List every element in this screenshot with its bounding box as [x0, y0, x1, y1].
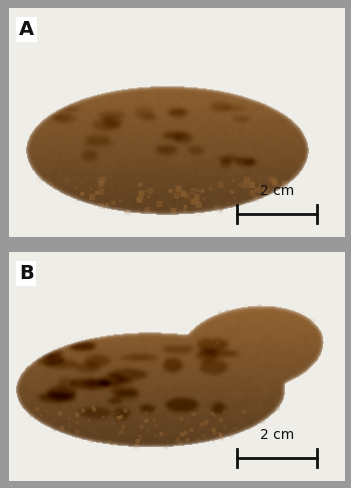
- Text: 2 cm: 2 cm: [260, 428, 294, 442]
- Text: 2 cm: 2 cm: [260, 184, 294, 198]
- Text: B: B: [19, 264, 34, 283]
- Text: A: A: [19, 20, 34, 39]
